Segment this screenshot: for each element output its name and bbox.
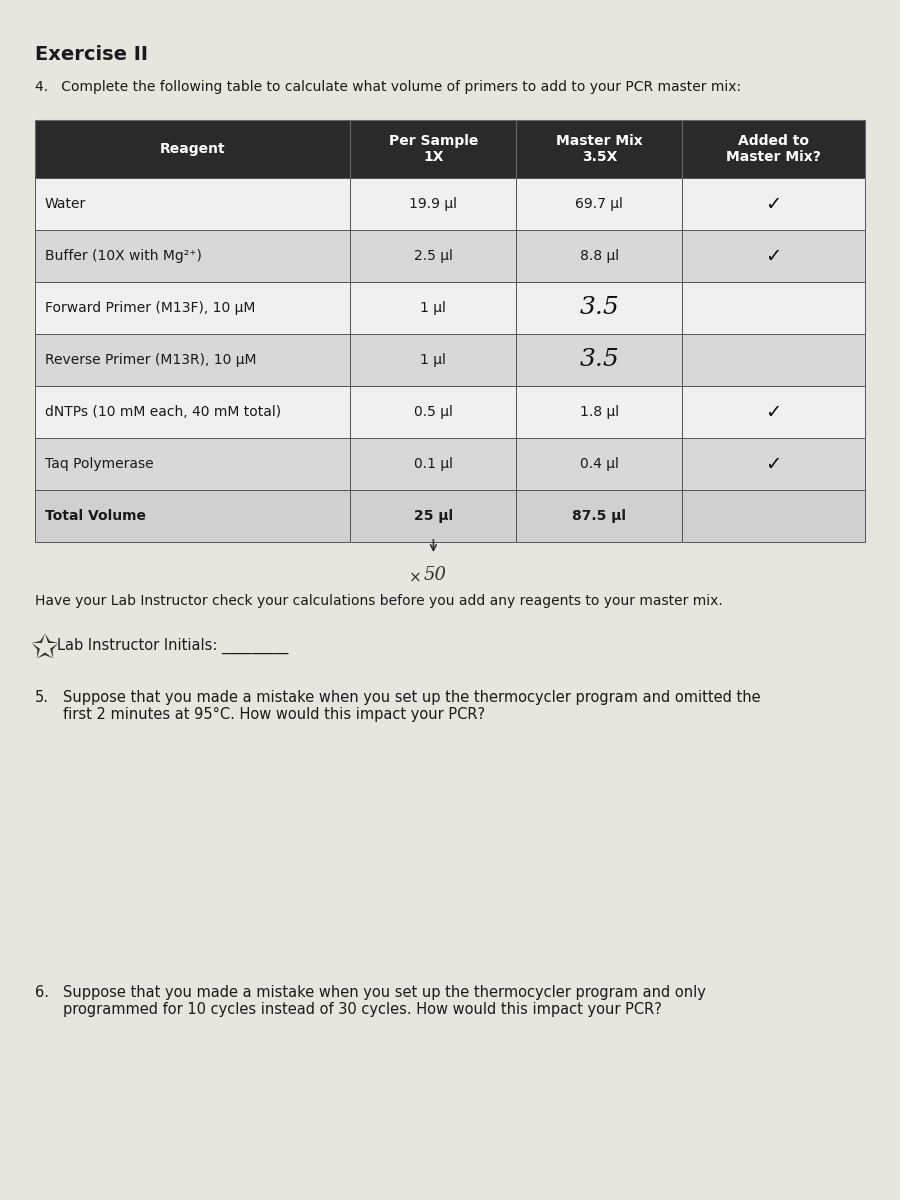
- Text: 2.5 µl: 2.5 µl: [414, 248, 453, 263]
- Text: Water: Water: [45, 197, 86, 211]
- Text: 1.8 µl: 1.8 µl: [580, 404, 619, 419]
- Text: Master Mix
3.5X: Master Mix 3.5X: [556, 134, 643, 164]
- Bar: [682, 490, 865, 542]
- Text: ✓: ✓: [766, 402, 782, 421]
- Text: 3.5: 3.5: [580, 348, 619, 372]
- Bar: [350, 230, 517, 282]
- Text: ✩: ✩: [30, 632, 58, 665]
- Text: 0.1 µl: 0.1 µl: [414, 457, 453, 470]
- Bar: [517, 282, 682, 334]
- Text: ✓: ✓: [766, 455, 782, 474]
- Bar: [35, 178, 350, 230]
- Text: 25 µl: 25 µl: [414, 509, 453, 523]
- Text: 0.5 µl: 0.5 µl: [414, 404, 453, 419]
- Bar: [517, 490, 682, 542]
- Text: 6.: 6.: [35, 985, 49, 1000]
- Bar: [350, 386, 517, 438]
- Text: 50: 50: [424, 566, 447, 584]
- Text: 0.4 µl: 0.4 µl: [580, 457, 619, 470]
- Text: 69.7 µl: 69.7 µl: [575, 197, 624, 211]
- Bar: [35, 386, 350, 438]
- Bar: [682, 438, 865, 490]
- Text: Buffer (10X with Mg²⁺): Buffer (10X with Mg²⁺): [45, 248, 202, 263]
- Bar: [350, 178, 517, 230]
- Text: Lab Instructor Initials: _________: Lab Instructor Initials: _________: [57, 638, 288, 654]
- Text: Exercise II: Exercise II: [35, 44, 148, 64]
- Bar: [350, 490, 517, 542]
- Bar: [35, 334, 350, 386]
- Text: Reagent: Reagent: [160, 142, 226, 156]
- Text: Suppose that you made a mistake when you set up the thermocycler program and onl: Suppose that you made a mistake when you…: [63, 985, 706, 1018]
- Text: Per Sample
1X: Per Sample 1X: [389, 134, 478, 164]
- Text: Taq Polymerase: Taq Polymerase: [45, 457, 154, 470]
- Text: 5.: 5.: [35, 690, 49, 704]
- Bar: [682, 230, 865, 282]
- Bar: [682, 334, 865, 386]
- Text: Added to
Master Mix?: Added to Master Mix?: [726, 134, 821, 164]
- Bar: [35, 230, 350, 282]
- Bar: [35, 438, 350, 490]
- Text: 1 µl: 1 µl: [420, 353, 446, 367]
- Bar: [517, 230, 682, 282]
- Bar: [517, 334, 682, 386]
- Text: 3.5: 3.5: [580, 296, 619, 319]
- Bar: [682, 282, 865, 334]
- Bar: [517, 438, 682, 490]
- Text: Forward Primer (M13F), 10 µM: Forward Primer (M13F), 10 µM: [45, 301, 256, 314]
- Text: 87.5 µl: 87.5 µl: [572, 509, 626, 523]
- Text: ×: ×: [409, 570, 422, 584]
- Bar: [517, 178, 682, 230]
- Bar: [350, 438, 517, 490]
- Text: ✓: ✓: [766, 194, 782, 214]
- Text: Reverse Primer (M13R), 10 µM: Reverse Primer (M13R), 10 µM: [45, 353, 256, 367]
- Text: 19.9 µl: 19.9 µl: [410, 197, 457, 211]
- Text: 1 µl: 1 µl: [420, 301, 446, 314]
- Text: Suppose that you made a mistake when you set up the thermocycler program and omi: Suppose that you made a mistake when you…: [63, 690, 760, 722]
- Text: 4.   Complete the following table to calculate what volume of primers to add to : 4. Complete the following table to calcu…: [35, 80, 741, 94]
- Bar: [682, 386, 865, 438]
- Text: dNTPs (10 mM each, 40 mM total): dNTPs (10 mM each, 40 mM total): [45, 404, 281, 419]
- Text: 8.8 µl: 8.8 µl: [580, 248, 619, 263]
- Bar: [35, 282, 350, 334]
- Text: Have your Lab Instructor check your calculations before you add any reagents to : Have your Lab Instructor check your calc…: [35, 594, 723, 608]
- Text: ✓: ✓: [766, 246, 782, 265]
- Bar: [35, 120, 350, 178]
- Bar: [350, 282, 517, 334]
- Bar: [350, 120, 517, 178]
- Bar: [35, 490, 350, 542]
- Bar: [517, 386, 682, 438]
- Bar: [682, 178, 865, 230]
- Bar: [682, 120, 865, 178]
- Bar: [350, 334, 517, 386]
- Bar: [517, 120, 682, 178]
- Text: Total Volume: Total Volume: [45, 509, 146, 523]
